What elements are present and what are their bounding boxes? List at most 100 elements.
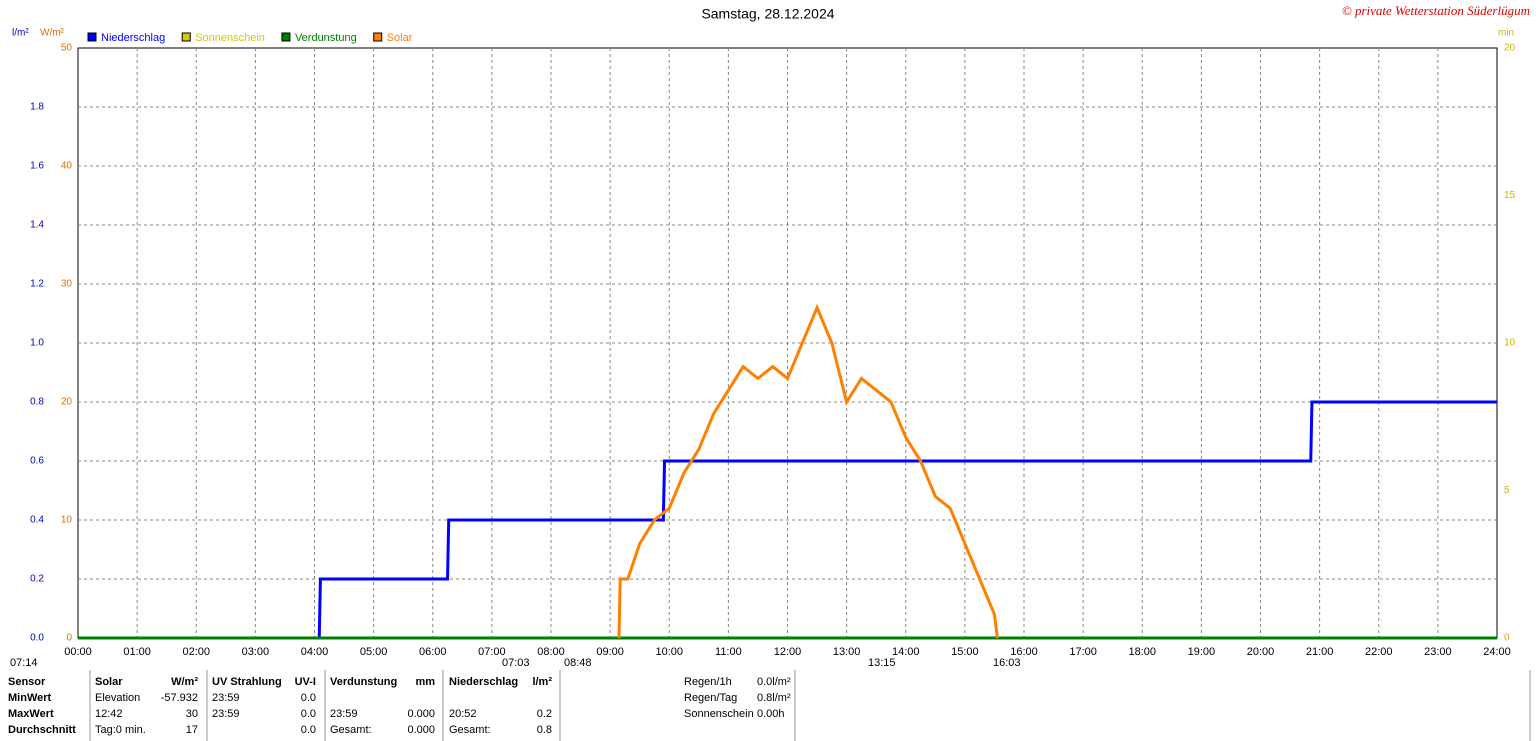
legend-swatch: [181, 32, 191, 42]
y3-tick-label: 20: [1504, 43, 1516, 54]
table-cell: -57.932: [161, 692, 198, 704]
table-cell: Niederschlag: [449, 676, 518, 688]
table-cell: Durchschnitt: [8, 724, 76, 736]
y3-tick-label: 15: [1504, 190, 1516, 201]
y2-tick-label: 1.6: [30, 161, 44, 172]
x-tick-label: 20:00: [1247, 646, 1275, 658]
table-cell: 17: [186, 724, 198, 736]
table-cell: 0.000: [407, 724, 435, 736]
x-tick-label: 02:00: [182, 646, 210, 658]
table-cell: UV Strahlung: [212, 676, 282, 688]
y2-tick-label: 0.4: [30, 515, 44, 526]
y3-tick-label: 10: [1504, 338, 1516, 349]
info-label: Sonnenschein: [684, 708, 754, 720]
annotation: 08:48: [564, 657, 592, 669]
x-tick-label: 11:00: [715, 646, 742, 658]
y2-tick-label: 0.8: [30, 397, 44, 408]
y-tick-label: 50: [61, 43, 73, 54]
table-cell: 12:42: [95, 708, 123, 720]
table-cell: MinWert: [8, 692, 52, 704]
x-tick-label: 01:00: [123, 646, 151, 658]
annotation: 07:03: [502, 657, 530, 669]
x-tick-label: 06:00: [419, 646, 447, 658]
legend-label: Solar: [387, 32, 413, 44]
info-value: 0.0l/m²: [757, 676, 791, 688]
x-tick-label: 03:00: [242, 646, 270, 658]
legend-swatch: [373, 32, 383, 42]
table-cell: 30: [186, 708, 198, 720]
chart-title: Samstag, 28.12.2024: [701, 6, 834, 22]
x-tick-label: 17:00: [1069, 646, 1097, 658]
x-tick-label: 14:00: [892, 646, 920, 658]
y3-label: min: [1498, 28, 1514, 39]
table-cell: Sensor: [8, 676, 46, 688]
table-cell: Gesamt:: [449, 724, 491, 736]
info-value: 0.8l/m²: [757, 692, 791, 704]
table-cell: 0.8: [537, 724, 552, 736]
x-tick-label: 09:00: [596, 646, 624, 658]
table-cell: 20:52: [449, 708, 477, 720]
x-tick-label: 21:00: [1306, 646, 1334, 658]
y2-tick-label: 1.2: [30, 279, 44, 290]
info-label: Regen/1h: [684, 676, 732, 688]
table-cell: Elevation: [95, 692, 140, 704]
legend-swatch: [281, 32, 291, 42]
x-tick-label: 16:00: [1010, 646, 1038, 658]
x-tick-label: 13:00: [833, 646, 861, 658]
table-cell: 23:59: [212, 692, 240, 704]
table-cell: Verdunstung: [330, 676, 397, 688]
y2-tick-label: 1.0: [30, 338, 44, 349]
y-tick-label: 30: [61, 279, 73, 290]
y2-tick-label: 0.0: [30, 633, 44, 644]
x-tick-label: 12:00: [774, 646, 802, 658]
table-cell: W/m²: [171, 676, 198, 688]
y-tick-label: 10: [61, 515, 73, 526]
x-tick-label: 15:00: [951, 646, 979, 658]
x-tick-label: 22:00: [1365, 646, 1393, 658]
series-line: [78, 400, 1497, 640]
x-tick-label: 18:00: [1128, 646, 1156, 658]
x-tick-label: 00:00: [64, 646, 92, 658]
credit: © private Wetterstation Süderlügum: [1342, 3, 1530, 18]
y-tick-label: 20: [61, 397, 73, 408]
x-tick-label: 05:00: [360, 646, 388, 658]
table-cell: 0.0: [301, 692, 316, 704]
annotation: 16:03: [993, 657, 1021, 669]
x-tick-label: 04:00: [301, 646, 329, 658]
y3-tick-label: 0: [1504, 633, 1510, 644]
legend-label: Sonnenschein: [195, 32, 265, 44]
table-cell: Solar: [95, 676, 123, 688]
legend-swatch: [87, 32, 97, 42]
table-cell: 0.0: [301, 724, 316, 736]
y2-tick-label: 1.8: [30, 102, 44, 113]
table-cell: Tag:0 min.: [95, 724, 146, 736]
table-cell: 0.0: [301, 708, 316, 720]
x-tick-label: 23:00: [1424, 646, 1452, 658]
table-cell: MaxWert: [8, 708, 54, 720]
table-lines: [89, 670, 1531, 741]
table-cell: mm: [415, 676, 435, 688]
table-cell: 23:59: [212, 708, 240, 720]
table-cell: 0.2: [537, 708, 552, 720]
y-tick-label: 0: [66, 633, 72, 644]
y2-tick-label: 1.4: [30, 220, 44, 231]
y-label: W/m²: [40, 28, 65, 39]
x-tick-label: 08:00: [537, 646, 565, 658]
info-value: 0.00h: [757, 708, 785, 720]
x-tick-label: 24:00: [1483, 646, 1511, 658]
table-cell: UV-I: [295, 676, 316, 688]
annotation: 13:15: [868, 657, 896, 669]
table-cell: Gesamt:: [330, 724, 372, 736]
y3-tick-label: 5: [1504, 485, 1510, 496]
y2-label: l/m²: [12, 28, 29, 39]
y-tick-label: 40: [61, 161, 73, 172]
series-line: [617, 303, 999, 639]
legend-label: Verdunstung: [295, 32, 357, 44]
y2-tick-label: 0.2: [30, 574, 44, 585]
legend-label: Niederschlag: [101, 32, 165, 44]
y2-tick-label: 0.6: [30, 456, 44, 467]
table-cell: 0.000: [407, 708, 435, 720]
x-tick-label: 07:00: [478, 646, 506, 658]
info-label: Regen/Tag: [684, 692, 737, 704]
